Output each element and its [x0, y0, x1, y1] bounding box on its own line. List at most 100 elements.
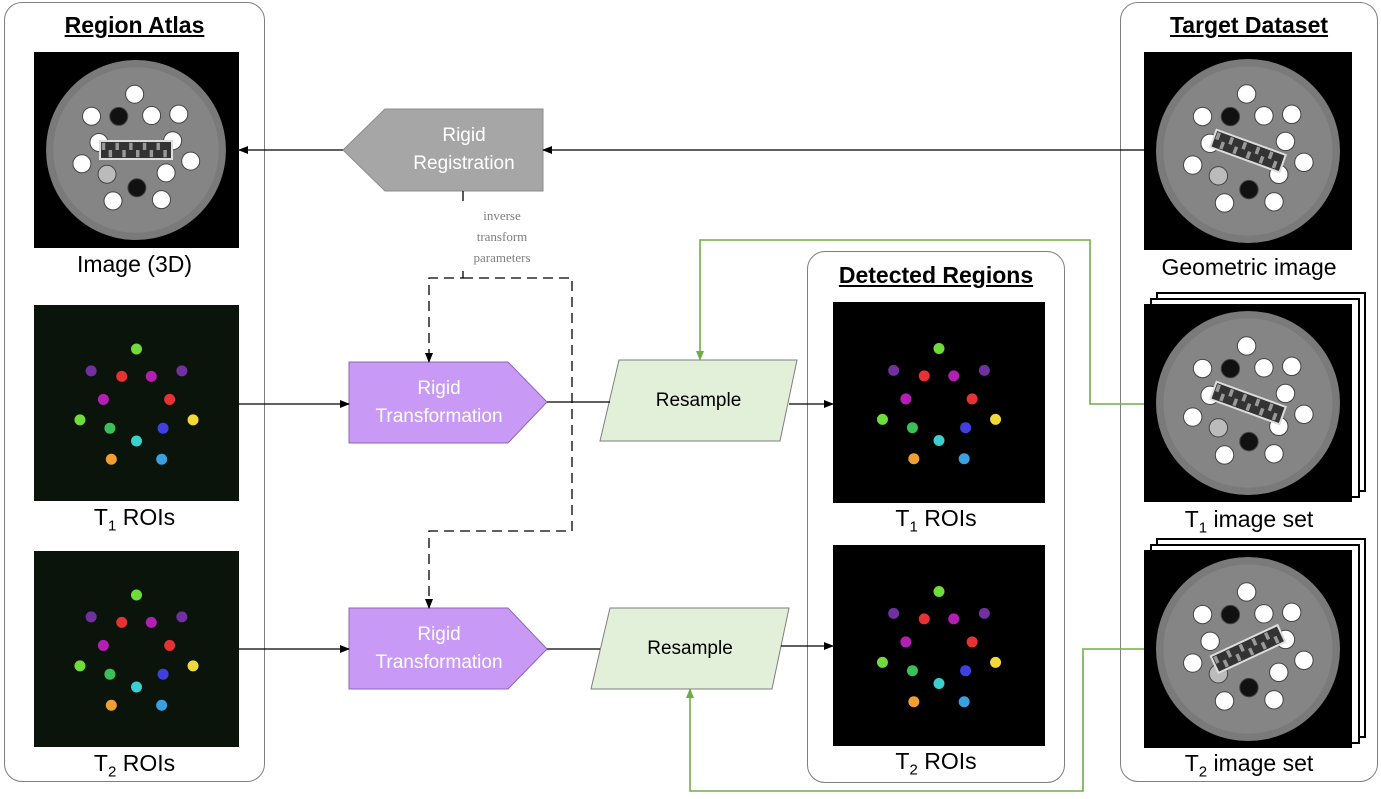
- resample-t1-node: [599, 359, 798, 442]
- phantom-vial: [1254, 604, 1274, 624]
- phantom-vial: [1183, 653, 1203, 673]
- grid-insert-cell: [149, 150, 154, 158]
- grid-insert-cell: [1251, 637, 1258, 647]
- roi-dot: [157, 422, 169, 434]
- phantom-vial: [1200, 631, 1220, 652]
- phantom-vial: [1282, 356, 1302, 377]
- target-dataset-title: Target Dataset: [1169, 12, 1329, 38]
- roi-dot: [933, 678, 945, 689]
- grid-insert-cell: [1235, 653, 1242, 662]
- roi-dot: [116, 370, 128, 382]
- roi-dot: [116, 616, 128, 628]
- phantom-grid-insert: [1208, 380, 1288, 426]
- roi-dot: [156, 453, 168, 465]
- roi-dot: [105, 699, 117, 711]
- roi-dot: [900, 636, 912, 648]
- roi-dot: [97, 393, 109, 405]
- resample-t1-label: Resample: [655, 390, 742, 411]
- roi-dot: [978, 607, 990, 619]
- roi-dot: [958, 453, 970, 465]
- target-t1-image: [1144, 304, 1352, 502]
- grid-insert-cell: [108, 150, 113, 158]
- target-geometric-caption: Geometric image: [1161, 254, 1337, 280]
- grid-insert-cell: [1215, 384, 1221, 393]
- roi-dot: [918, 370, 930, 382]
- phantom-vial: [1275, 383, 1296, 404]
- phantom-vial: [1264, 444, 1284, 464]
- target-t2-caption: T2 image set: [1184, 750, 1314, 781]
- phantom-vial: [1239, 431, 1259, 452]
- roi-dot: [960, 665, 972, 677]
- grid-insert-cell: [156, 142, 160, 150]
- phantom-vial: [1254, 106, 1274, 126]
- phantom-vial: [1183, 407, 1203, 427]
- grid-insert-cell: [1228, 136, 1235, 146]
- roi-dot: [908, 696, 920, 708]
- phantom-vial: [1208, 418, 1229, 438]
- transform-t1-label: Rigid Transformation: [375, 378, 503, 427]
- phantom-vial: [1275, 131, 1296, 152]
- grid-insert-cell: [1258, 407, 1265, 416]
- phantom-vial: [1214, 193, 1235, 213]
- phantom-vial: [1220, 604, 1241, 625]
- atlas-t1-rois-image: [34, 305, 239, 501]
- phantom-vial: [125, 84, 145, 104]
- phantom-vial: [1192, 604, 1213, 625]
- detected-t1-caption: T1 ROIs: [895, 505, 977, 536]
- roi-dot: [131, 589, 142, 601]
- phantom-vial: [1208, 166, 1229, 186]
- rigid-transformation-t2-node: [348, 607, 548, 690]
- roi-dot: [876, 413, 888, 425]
- phantom-vial: [1239, 179, 1259, 200]
- roi-dot: [145, 616, 157, 628]
- phantom-vial: [127, 178, 147, 198]
- detected-regions-title: Detected Regions: [838, 262, 1034, 288]
- grid-insert-cell: [1267, 403, 1274, 412]
- grid-insert-cell: [1263, 631, 1271, 641]
- phantom-vial: [97, 164, 117, 184]
- roi-dot: [906, 665, 918, 677]
- phantom-vial: [1192, 106, 1213, 127]
- target-geometric-image: [1144, 52, 1352, 250]
- green-line-t2-to-resample: [686, 648, 1144, 792]
- resample-t2-node: [590, 607, 790, 690]
- grid-insert-cell: [1228, 388, 1235, 398]
- grid-insert-cell: [101, 142, 106, 150]
- phantom-grid-insert: [1208, 128, 1288, 174]
- roi-dot: [948, 370, 960, 382]
- grid-insert-cell: [1271, 160, 1278, 169]
- roi-dot: [156, 699, 168, 711]
- phantom-vial: [1254, 358, 1274, 378]
- grid-insert-cell: [1232, 398, 1239, 407]
- phantom-vial: [72, 154, 92, 174]
- phantom-vial: [151, 190, 171, 210]
- grid-insert-cell: [1245, 150, 1252, 160]
- phantom-vial: [1236, 84, 1257, 104]
- roi-dot: [888, 607, 900, 619]
- grid-insert-cell: [1219, 393, 1226, 402]
- roi-dot: [948, 613, 960, 625]
- grid-insert-cell: [1215, 132, 1221, 141]
- roi-dot: [74, 414, 86, 426]
- target-t2-image: [1144, 550, 1352, 748]
- phantom-grid-insert: [99, 140, 173, 160]
- roi-dot: [131, 343, 142, 355]
- phantom-vial: [1282, 104, 1302, 125]
- phantom-vial: [1220, 358, 1241, 379]
- atlas-t2-rois-image: [34, 551, 239, 747]
- roi-dot: [164, 393, 176, 405]
- roi-dot: [933, 343, 945, 354]
- phantom-vial: [1214, 691, 1235, 711]
- roi-dot: [187, 660, 199, 672]
- phantom-vial: [1294, 404, 1314, 425]
- grid-insert-cell: [1267, 151, 1274, 160]
- roi-dot: [97, 639, 109, 651]
- grid-insert-cell: [1219, 141, 1226, 150]
- roi-dot: [918, 613, 930, 625]
- phantom-vial: [1236, 582, 1257, 602]
- phantom-vial: [82, 106, 102, 126]
- phantom-vial: [1192, 358, 1213, 379]
- phantom-grid-insert: [1209, 623, 1287, 675]
- roi-dot: [131, 681, 142, 693]
- roi-dot: [105, 453, 117, 465]
